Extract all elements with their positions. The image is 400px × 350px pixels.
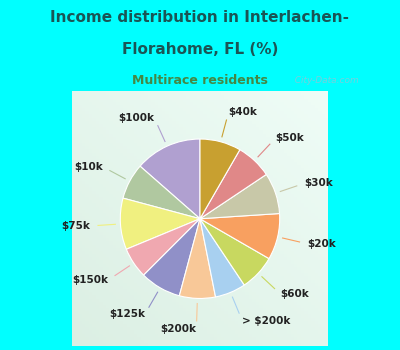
Wedge shape bbox=[200, 174, 280, 219]
Text: City-Data.com: City-Data.com bbox=[289, 76, 358, 85]
Text: $20k: $20k bbox=[308, 239, 336, 249]
Wedge shape bbox=[144, 219, 200, 296]
Wedge shape bbox=[200, 214, 280, 259]
Text: $60k: $60k bbox=[280, 289, 309, 299]
Wedge shape bbox=[126, 219, 200, 275]
Text: $40k: $40k bbox=[228, 107, 258, 117]
Wedge shape bbox=[200, 219, 244, 297]
Wedge shape bbox=[200, 150, 266, 219]
Wedge shape bbox=[179, 219, 216, 299]
Wedge shape bbox=[140, 139, 200, 219]
Text: $125k: $125k bbox=[109, 309, 145, 319]
Text: $10k: $10k bbox=[74, 162, 103, 172]
Text: $30k: $30k bbox=[304, 178, 333, 188]
Text: $100k: $100k bbox=[118, 113, 154, 123]
Text: $200k: $200k bbox=[160, 324, 196, 334]
Text: Multirace residents: Multirace residents bbox=[132, 74, 268, 86]
Text: $75k: $75k bbox=[61, 221, 90, 231]
Wedge shape bbox=[200, 139, 240, 219]
Text: Income distribution in Interlachen-: Income distribution in Interlachen- bbox=[50, 10, 350, 26]
Wedge shape bbox=[200, 219, 269, 285]
Text: $150k: $150k bbox=[72, 275, 108, 285]
Text: Florahome, FL (%): Florahome, FL (%) bbox=[122, 42, 278, 57]
Text: $50k: $50k bbox=[276, 133, 304, 143]
Wedge shape bbox=[123, 166, 200, 219]
Wedge shape bbox=[120, 198, 200, 249]
Text: > $200k: > $200k bbox=[242, 316, 291, 326]
